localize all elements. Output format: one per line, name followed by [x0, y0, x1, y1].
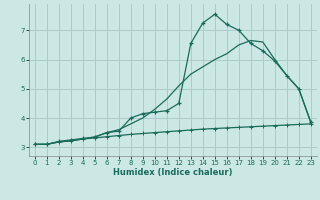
- X-axis label: Humidex (Indice chaleur): Humidex (Indice chaleur): [113, 168, 233, 177]
